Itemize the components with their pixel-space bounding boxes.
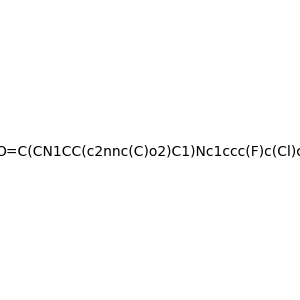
Text: O=C(CN1CC(c2nnc(C)o2)C1)Nc1ccc(F)c(Cl)c1: O=C(CN1CC(c2nnc(C)o2)C1)Nc1ccc(F)c(Cl)c1 <box>0 145 300 158</box>
